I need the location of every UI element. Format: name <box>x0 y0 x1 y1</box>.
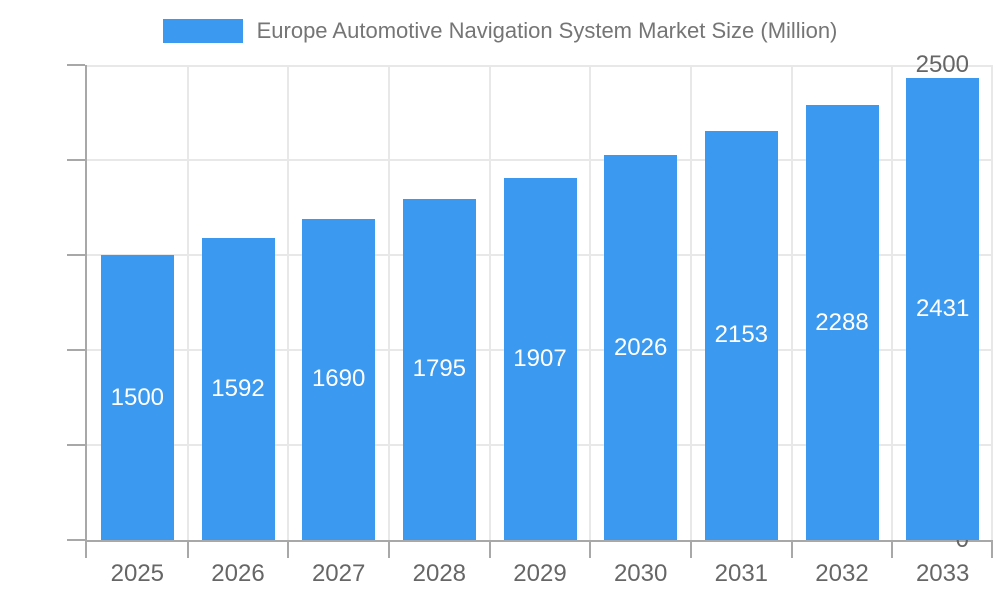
v-gridline <box>690 65 692 540</box>
x-axis-tick <box>690 542 692 558</box>
bar: 2026 <box>604 155 678 540</box>
x-axis-tick <box>388 542 390 558</box>
legend-swatch <box>162 19 243 43</box>
v-gridline <box>891 65 894 540</box>
x-axis-tick <box>891 542 894 558</box>
y-tick-label: 2500 <box>915 51 969 78</box>
x-axis-tick <box>991 542 993 558</box>
x-tick-label: 2030 <box>613 560 668 587</box>
bar: 2431 <box>906 78 980 540</box>
plot-area: 0500100015002000250015002025159220261690… <box>67 51 993 587</box>
v-gridline <box>488 65 491 540</box>
x-axis-line <box>85 540 993 542</box>
bar: 1795 <box>402 198 476 540</box>
legend-label: Europe Automotive Navigation System Mark… <box>256 18 838 43</box>
bar-value-label: 1907 <box>513 344 567 372</box>
y-axis-tick <box>67 539 85 541</box>
y-axis-tick <box>67 349 85 351</box>
x-tick-label: 2029 <box>513 560 567 587</box>
v-gridline <box>991 65 993 540</box>
x-axis-tick <box>287 542 290 558</box>
x-tick-label: 2026 <box>211 560 265 587</box>
legend-item[interactable]: Europe Automotive Navigation System Mark… <box>0 14 1000 48</box>
x-tick-label: 2031 <box>714 560 769 587</box>
x-axis-tick <box>790 542 793 558</box>
x-tick-label: 2028 <box>412 560 467 587</box>
x-axis-tick <box>85 542 87 558</box>
y-axis-tick <box>67 444 85 446</box>
x-axis-tick <box>186 542 189 558</box>
bar: 2153 <box>704 130 778 540</box>
x-tick-label: 2032 <box>815 560 869 587</box>
v-gridline <box>186 65 189 540</box>
bar-value-label: 2153 <box>714 321 769 349</box>
v-gridline <box>589 65 592 540</box>
x-tick-label: 2033 <box>915 560 970 587</box>
bar-value-label: 1592 <box>211 374 265 402</box>
bar: 1690 <box>302 218 376 540</box>
y-axis-tick <box>67 159 85 161</box>
bar: 2288 <box>805 105 879 540</box>
x-tick-label: 2025 <box>110 560 165 587</box>
x-axis-tick <box>488 542 491 558</box>
h-gridline <box>87 159 993 161</box>
bar-value-label: 2288 <box>815 308 869 336</box>
x-axis-tick <box>589 542 592 558</box>
bar: 1907 <box>503 177 577 540</box>
bar: 1592 <box>201 237 275 540</box>
bar: 1500 <box>100 255 174 540</box>
bar-value-label: 1500 <box>110 383 165 411</box>
y-axis-tick <box>67 254 85 256</box>
v-gridline <box>388 65 390 540</box>
v-gridline <box>287 65 290 540</box>
y-axis-line <box>85 65 87 540</box>
v-gridline <box>790 65 793 540</box>
bar-value-label: 2431 <box>915 295 970 323</box>
bar-value-label: 2026 <box>613 333 668 361</box>
h-gridline <box>87 65 993 67</box>
x-tick-label: 2027 <box>311 560 366 587</box>
bar-value-label: 1690 <box>311 365 366 393</box>
y-axis-tick <box>67 64 85 66</box>
bar-value-label: 1795 <box>412 355 467 383</box>
